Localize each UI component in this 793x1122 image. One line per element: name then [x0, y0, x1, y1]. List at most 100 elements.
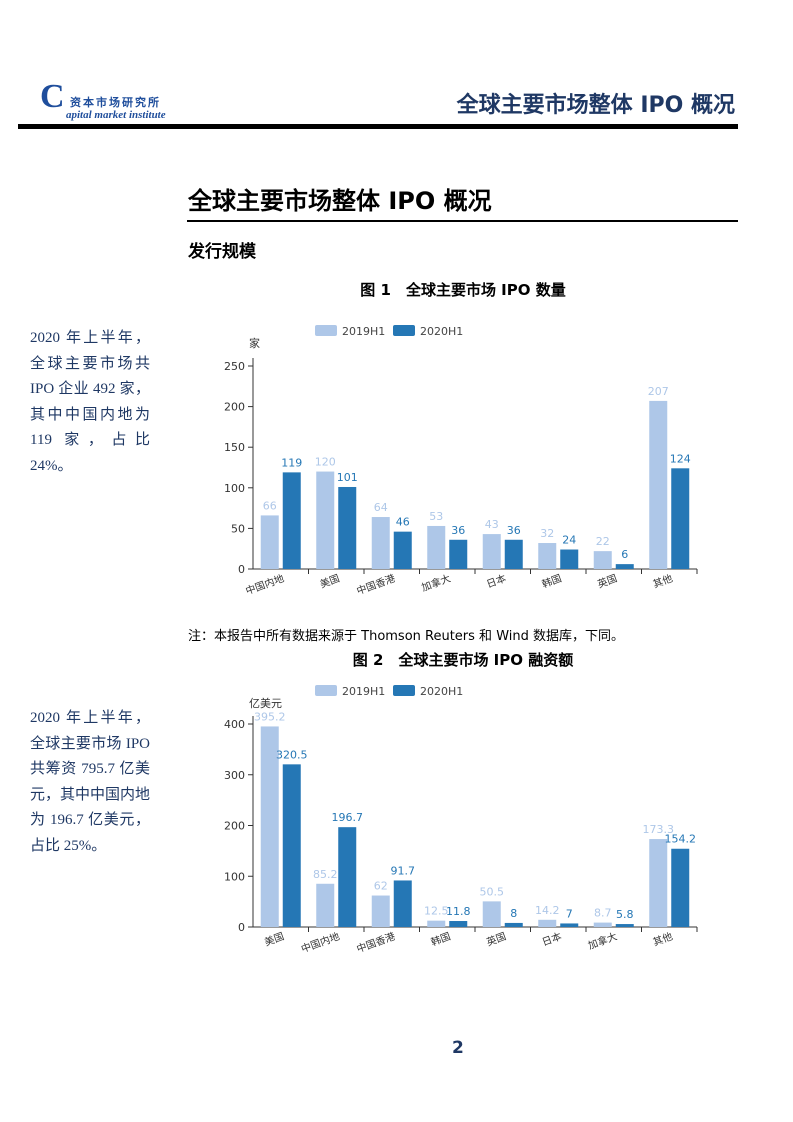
x-tick-label: 中国内地 [244, 572, 286, 598]
bar [282, 472, 301, 569]
header-title: 全球主要市场整体 IPO 概况 [456, 93, 735, 118]
value-label: 207 [648, 385, 669, 398]
value-label: 85.2 [313, 868, 338, 881]
value-label: 154.2 [665, 833, 697, 846]
value-label: 173.3 [643, 823, 675, 836]
x-tick-label: 其他 [651, 930, 674, 949]
bar [371, 517, 390, 569]
value-label: 196.7 [332, 811, 364, 824]
value-label: 66 [263, 499, 277, 512]
x-tick-label: 英国 [596, 572, 619, 591]
note: 注：本报告中所有数据来源于 Thomson Reuters 和 Wind 数据库… [188, 629, 624, 644]
section-rule [187, 220, 738, 222]
bar [482, 901, 501, 927]
legend-swatch [315, 685, 337, 696]
value-label: 50.5 [480, 885, 505, 898]
x-tick-label: 美国 [318, 572, 341, 591]
value-label: 5.8 [616, 908, 634, 921]
bar [649, 400, 668, 569]
value-label: 8.7 [594, 907, 612, 920]
x-tick-label: 加拿大 [586, 930, 619, 952]
y-axis-label: 亿美元 [249, 697, 282, 710]
bar [615, 564, 634, 569]
chart-title: 图 2 全球主要市场 IPO 融资额 [353, 651, 573, 669]
legend-label: 2020H1 [420, 685, 463, 698]
x-tick-label: 中国香港 [355, 572, 397, 598]
bar [393, 880, 412, 927]
chart: 图 2 全球主要市场 IPO 融资额 2019H1 2020H1 亿美元 0 100 200… [224, 651, 698, 956]
bar [504, 922, 523, 927]
value-label: 36 [451, 524, 465, 537]
x-tick-label: 其他 [651, 572, 674, 591]
value-label: 12.5 [424, 905, 449, 918]
value-label: 91.7 [391, 864, 416, 877]
chart: 图 1 全球主要市场 IPO 数量 2019H1 2020H1 家 0 50 100 150 2… [224, 281, 698, 598]
bar [482, 534, 501, 569]
legend-swatch [393, 325, 415, 336]
subsection: 发行规模 [188, 242, 256, 262]
y-tick-label: 200 [224, 820, 245, 833]
value-label: 7 [566, 907, 573, 920]
value-label: 24 [562, 534, 576, 547]
logo-letter: C [40, 78, 65, 115]
value-label: 11.8 [446, 905, 471, 918]
bar [371, 895, 390, 927]
value-label: 6 [621, 548, 628, 561]
bar [649, 839, 668, 927]
legend-swatch [393, 685, 415, 696]
x-tick-label: 中国香港 [355, 930, 397, 956]
y-tick-label: 0 [238, 921, 245, 934]
y-tick-label: 50 [231, 522, 245, 535]
page-number: 2 [452, 1038, 464, 1058]
bar [427, 920, 446, 927]
legend-label: 2020H1 [420, 325, 463, 338]
value-label: 46 [396, 516, 410, 529]
sidebar-text: 2020 年上半年，全球主要市场共 IPO 企业 492 家，其中中国内地为 1… [30, 330, 150, 474]
value-label: 32 [540, 527, 554, 540]
value-label: 62 [374, 880, 388, 893]
bar [538, 543, 557, 569]
value-label: 320.5 [276, 748, 308, 761]
bar [316, 471, 335, 569]
bar [338, 486, 357, 569]
value-label: 119 [281, 456, 302, 469]
value-label: 8 [510, 907, 517, 920]
x-tick-label: 韩国 [540, 572, 563, 591]
bar [260, 515, 279, 569]
bar [338, 827, 357, 927]
x-tick-label: 日本 [540, 930, 563, 949]
section-title: 全球主要市场整体 IPO 概况 [188, 187, 492, 215]
x-tick-label: 加拿大 [420, 572, 453, 594]
bar [560, 549, 579, 569]
bar [671, 848, 690, 927]
y-tick-label: 100 [224, 482, 245, 495]
bar [282, 764, 301, 927]
bar [316, 883, 335, 927]
x-tick-label: 英国 [485, 930, 508, 949]
y-tick-label: 100 [224, 870, 245, 883]
x-tick-label: 美国 [263, 930, 286, 949]
sidebar-text: 2020 年上半年，全球主要市场 IPO 共筹资 795.7 亿美元，其中中国内… [30, 710, 151, 854]
value-label: 120 [315, 456, 336, 469]
chart-title: 图 1 全球主要市场 IPO 数量 [360, 281, 565, 299]
bar [560, 923, 579, 927]
bar [449, 539, 468, 569]
y-axis-label: 家 [249, 336, 260, 350]
bar [593, 551, 612, 569]
value-label: 64 [374, 501, 388, 514]
bar [615, 924, 634, 927]
value-label: 14.2 [535, 904, 560, 917]
value-label: 53 [429, 510, 443, 523]
value-label: 101 [337, 471, 358, 484]
legend-label: 2019H1 [342, 685, 385, 698]
logo-en: apital market institute [66, 109, 166, 121]
bar [538, 919, 557, 927]
x-tick-label: 中国内地 [299, 930, 341, 956]
y-tick-label: 400 [224, 718, 245, 731]
bar [393, 531, 412, 569]
y-tick-label: 250 [224, 360, 245, 373]
legend-label: 2019H1 [342, 325, 385, 338]
y-tick-label: 0 [238, 563, 245, 576]
bar [504, 539, 523, 569]
